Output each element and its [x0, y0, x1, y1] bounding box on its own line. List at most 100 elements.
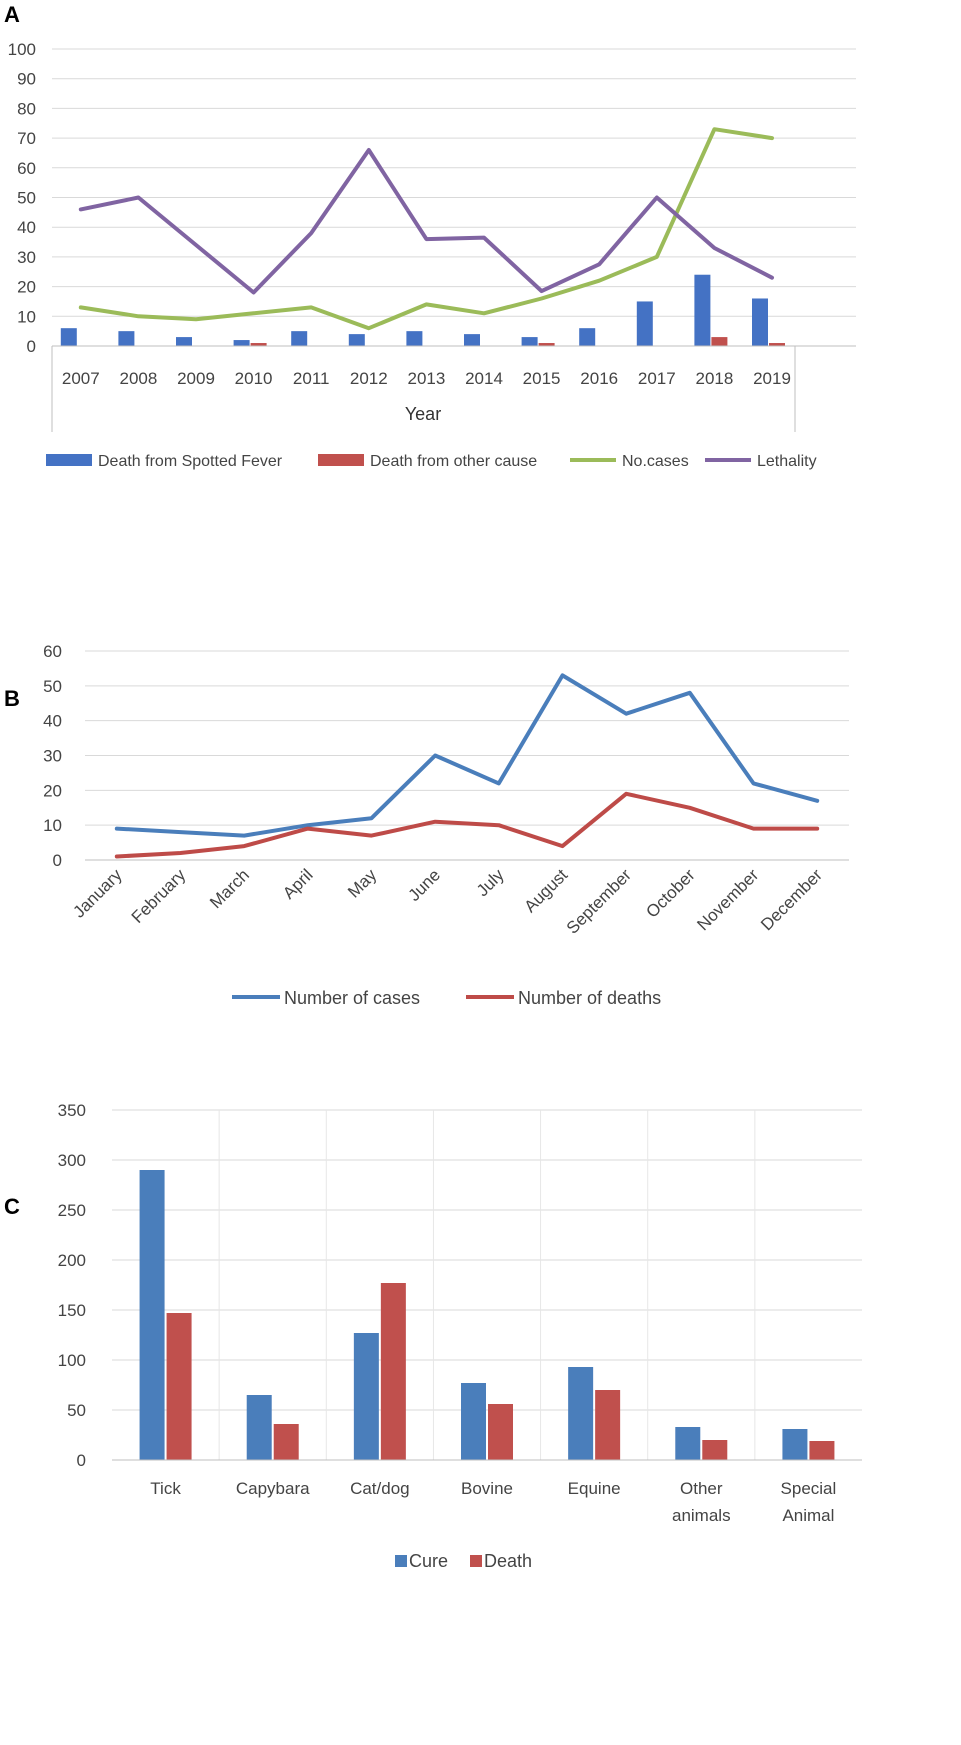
bar-cure-special-animal — [782, 1429, 808, 1460]
legend-swatch-1 — [318, 454, 364, 466]
y-tick-40: 40 — [17, 218, 36, 237]
x-tick-capybara: Capybara — [236, 1479, 310, 1498]
bar-death-cat-dog — [380, 1283, 406, 1460]
x-tick-october: October — [642, 865, 698, 921]
x-tick-april: April — [279, 865, 316, 902]
y-tick-100: 100 — [58, 1351, 86, 1370]
legend-label-1: Death from other cause — [370, 453, 537, 470]
x-tick-2013: 2013 — [407, 369, 445, 388]
bar-spotted-fever-2010 — [233, 340, 250, 346]
panel-label-c: C — [4, 1194, 20, 1219]
x-tick-january: January — [69, 865, 126, 922]
y-tick-20: 20 — [43, 781, 62, 800]
x-tick-2009: 2009 — [177, 369, 215, 388]
bar-death-equine — [595, 1390, 621, 1460]
bar-spotted-fever-2015 — [521, 337, 538, 346]
bar-spotted-fever-2009 — [176, 337, 192, 346]
bar-spotted-fever-2017 — [636, 301, 653, 346]
x-tick-tick: Tick — [150, 1479, 181, 1498]
y-tick-50: 50 — [17, 189, 36, 208]
y-tick-0: 0 — [53, 851, 62, 870]
x-tick-december: December — [757, 865, 826, 934]
chart-c: 0 50 100 150 200 250 300 350 Tick Capybara Cat/dog… — [58, 1101, 862, 1571]
x-tick-november: November — [693, 865, 762, 934]
y-tick-60: 60 — [43, 642, 62, 661]
x-tick-other: Other — [680, 1479, 723, 1498]
x-tick-2018: 2018 — [695, 369, 733, 388]
y-tick-10: 10 — [43, 816, 62, 835]
line-lethality — [78, 148, 774, 295]
chart-b: 0 10 20 30 40 50 60 January February March April Ma… — [43, 642, 849, 1008]
bar-spotted-fever-2019 — [752, 298, 768, 346]
x-tick-february: February — [128, 865, 190, 927]
legend-swatch-1 — [470, 1555, 482, 1567]
x-tick-bovine: Bovine — [461, 1479, 513, 1498]
y-tick-0: 0 — [77, 1451, 86, 1470]
bar-death-bovine — [488, 1404, 513, 1460]
x-tick-2008: 2008 — [119, 369, 157, 388]
x-tick-2015: 2015 — [523, 369, 561, 388]
line-number-of-deaths — [114, 791, 820, 859]
y-tick-80: 80 — [17, 99, 36, 118]
x-tick-may: May — [344, 865, 380, 901]
x-tick-animals: animals — [672, 1506, 731, 1525]
legend-swatch-0 — [395, 1555, 407, 1567]
x-tick-cat-dog: Cat/dog — [350, 1479, 410, 1498]
bar-cure-bovine — [461, 1383, 486, 1460]
x-tick-special: Special — [781, 1479, 837, 1498]
y-tick-40: 40 — [43, 712, 62, 731]
legend-label-2: No.cases — [622, 453, 689, 470]
bar-cure-other-animals — [675, 1427, 701, 1460]
bar-cure-capybara — [246, 1395, 272, 1460]
x-tick-2014: 2014 — [465, 369, 503, 388]
legend-label-0: Death from Spotted Fever — [98, 453, 283, 470]
x-tick-equine: Equine — [568, 1479, 621, 1498]
panel-label-b: B — [4, 686, 20, 711]
legend-label-0: Cure — [409, 1551, 448, 1571]
bar-cure-tick — [139, 1170, 165, 1460]
bar-spotted-fever-2018 — [694, 274, 711, 346]
x-tick-2007: 2007 — [62, 369, 100, 388]
bar-death-special-animal — [809, 1441, 835, 1460]
bar-death-other-animals — [702, 1440, 728, 1460]
bar-spotted-fever-2016 — [579, 328, 596, 346]
x-tick-2012: 2012 — [350, 369, 388, 388]
y-tick-250: 250 — [58, 1201, 86, 1220]
bar-other-cause-2010 — [250, 343, 267, 346]
legend-swatch-0 — [46, 454, 92, 466]
bar-spotted-fever-2013 — [406, 331, 423, 346]
y-tick-90: 90 — [17, 70, 36, 89]
y-tick-10: 10 — [17, 307, 36, 326]
x-tick-2019: 2019 — [753, 369, 791, 388]
y-tick-30: 30 — [43, 747, 62, 766]
bar-spotted-fever-2012 — [348, 334, 365, 346]
bar-death-capybara — [273, 1424, 299, 1460]
y-tick-70: 70 — [17, 129, 36, 148]
x-tick-2011: 2011 — [293, 369, 330, 388]
y-tick-30: 30 — [17, 248, 36, 267]
x-tick-2016: 2016 — [580, 369, 618, 388]
x-tick-animal: Animal — [782, 1506, 834, 1525]
bar-cure-equine — [568, 1367, 594, 1460]
y-tick-350: 350 — [58, 1101, 86, 1120]
x-axis-title: Year — [405, 404, 441, 424]
bar-spotted-fever-2008 — [118, 331, 135, 346]
bar-spotted-fever-2011 — [291, 331, 308, 346]
y-tick-50: 50 — [43, 677, 62, 696]
x-tick-july: July — [473, 865, 508, 900]
bar-other-cause-2018 — [711, 337, 728, 346]
legend-label-3: Lethality — [757, 453, 817, 470]
panel-label-a: A — [4, 2, 20, 27]
bar-cure-cat-dog — [353, 1333, 379, 1460]
y-tick-150: 150 — [58, 1301, 86, 1320]
y-tick-200: 200 — [58, 1251, 86, 1270]
bar-spotted-fever-2014 — [464, 334, 480, 346]
bar-other-cause-2015 — [538, 343, 555, 346]
chart-a: 0 10 20 30 40 50 60 70 80 90 100 2007 2008 2009 2010 20… — [8, 40, 856, 470]
y-tick-300: 300 — [58, 1151, 86, 1170]
y-tick-0: 0 — [27, 337, 36, 356]
line-number-of-cases — [114, 673, 820, 838]
y-tick-60: 60 — [17, 159, 36, 178]
legend-label-1: Death — [484, 1551, 532, 1571]
